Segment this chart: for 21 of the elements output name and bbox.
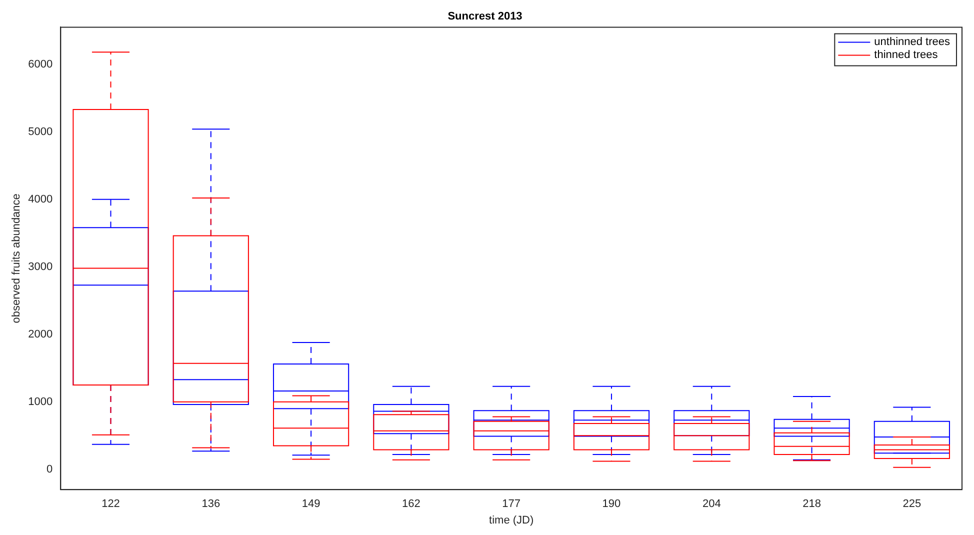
x-tick-label: 190 <box>602 498 621 510</box>
x-axis-title: time (JD) <box>489 514 534 526</box>
x-tick-label: 177 <box>502 498 521 510</box>
y-tick-label: 3000 <box>28 260 53 273</box>
y-tick-label: 6000 <box>28 58 53 70</box>
y-tick-label: 5000 <box>28 126 53 138</box>
x-tick-label: 162 <box>402 498 420 510</box>
y-tick-label: 2000 <box>28 328 53 340</box>
x-tick-label: 204 <box>702 498 721 510</box>
x-tick-label: 225 <box>902 498 922 510</box>
chart-title: Suncrest 2013 <box>448 10 522 23</box>
x-tick-label: 136 <box>202 498 220 510</box>
y-axis-title: observed fruits abundance <box>10 194 23 324</box>
y-tick-label: 4000 <box>28 193 53 206</box>
x-tick-label: 122 <box>102 498 120 510</box>
x-tick-label: 218 <box>802 498 821 510</box>
y-tick-label: 0 <box>46 463 53 476</box>
y-tick-label: 1000 <box>28 396 53 408</box>
legend-label: thinned trees <box>874 49 938 62</box>
x-tick-label: 149 <box>302 498 320 510</box>
legend-label: unthinned trees <box>874 36 950 48</box>
